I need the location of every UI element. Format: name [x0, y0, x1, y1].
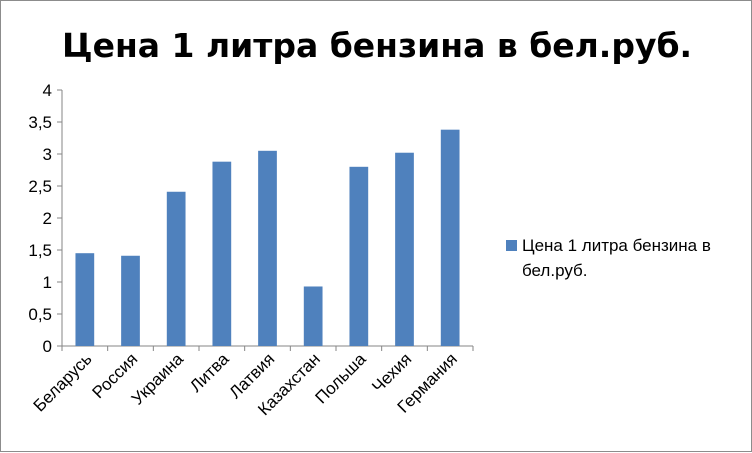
y-tick-label: 2,5	[28, 177, 52, 196]
x-tick-label: Беларусь	[30, 349, 96, 415]
bar	[440, 129, 460, 346]
y-axis: 0 0,5 1 1,5 2 2,5 3 3,5 4	[28, 81, 63, 356]
x-tick-label: Украина	[128, 349, 188, 409]
bar	[121, 255, 140, 346]
y-tick-label: 4	[43, 81, 52, 100]
legend-label: Цена 1 литра бензина в	[522, 236, 711, 255]
y-tick-label: 1,5	[28, 241, 52, 260]
bar	[75, 253, 95, 346]
y-tick-label: 1	[43, 273, 52, 292]
legend-swatch	[506, 240, 517, 251]
legend: Цена 1 литра бензина в бел.руб.	[506, 236, 711, 280]
bar	[349, 166, 369, 346]
legend-label: бел.руб.	[522, 261, 588, 280]
bar	[303, 286, 323, 346]
y-tick-label: 2	[43, 209, 52, 228]
chart-title: Цена 1 литра бензина в бел.руб.	[62, 26, 692, 65]
y-tick-label: 3,5	[28, 113, 52, 132]
bar	[258, 150, 277, 346]
x-axis	[61, 345, 474, 351]
bar	[166, 191, 186, 346]
bar	[395, 152, 414, 346]
x-tick-label: Польша	[312, 349, 370, 407]
y-tick-label: 0,5	[28, 305, 52, 324]
y-tick-label: 0	[43, 337, 52, 356]
bar	[212, 161, 232, 346]
bars	[75, 129, 460, 346]
y-tick-label: 3	[43, 145, 52, 164]
